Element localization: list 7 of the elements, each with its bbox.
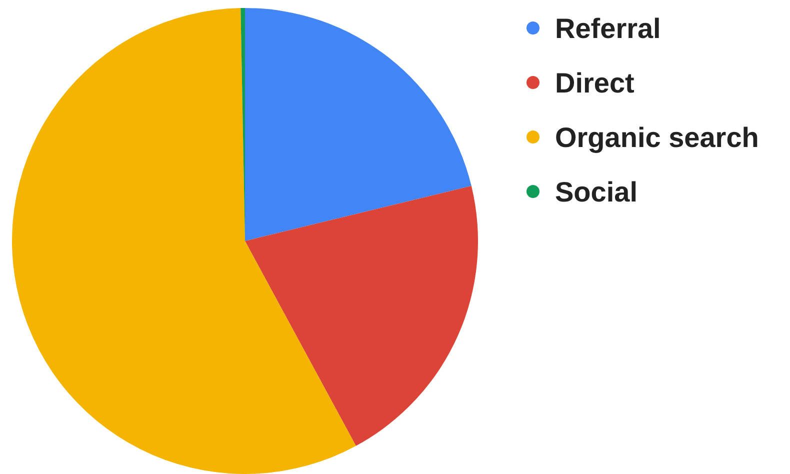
legend-label: Organic search [555, 122, 759, 153]
legend-label: Social [555, 176, 638, 208]
pie-slice [12, 8, 356, 474]
legend-label: Referral [555, 13, 661, 44]
pie-slice [245, 8, 472, 241]
legend-label: Direct [555, 68, 634, 98]
pie-slice [245, 186, 478, 446]
